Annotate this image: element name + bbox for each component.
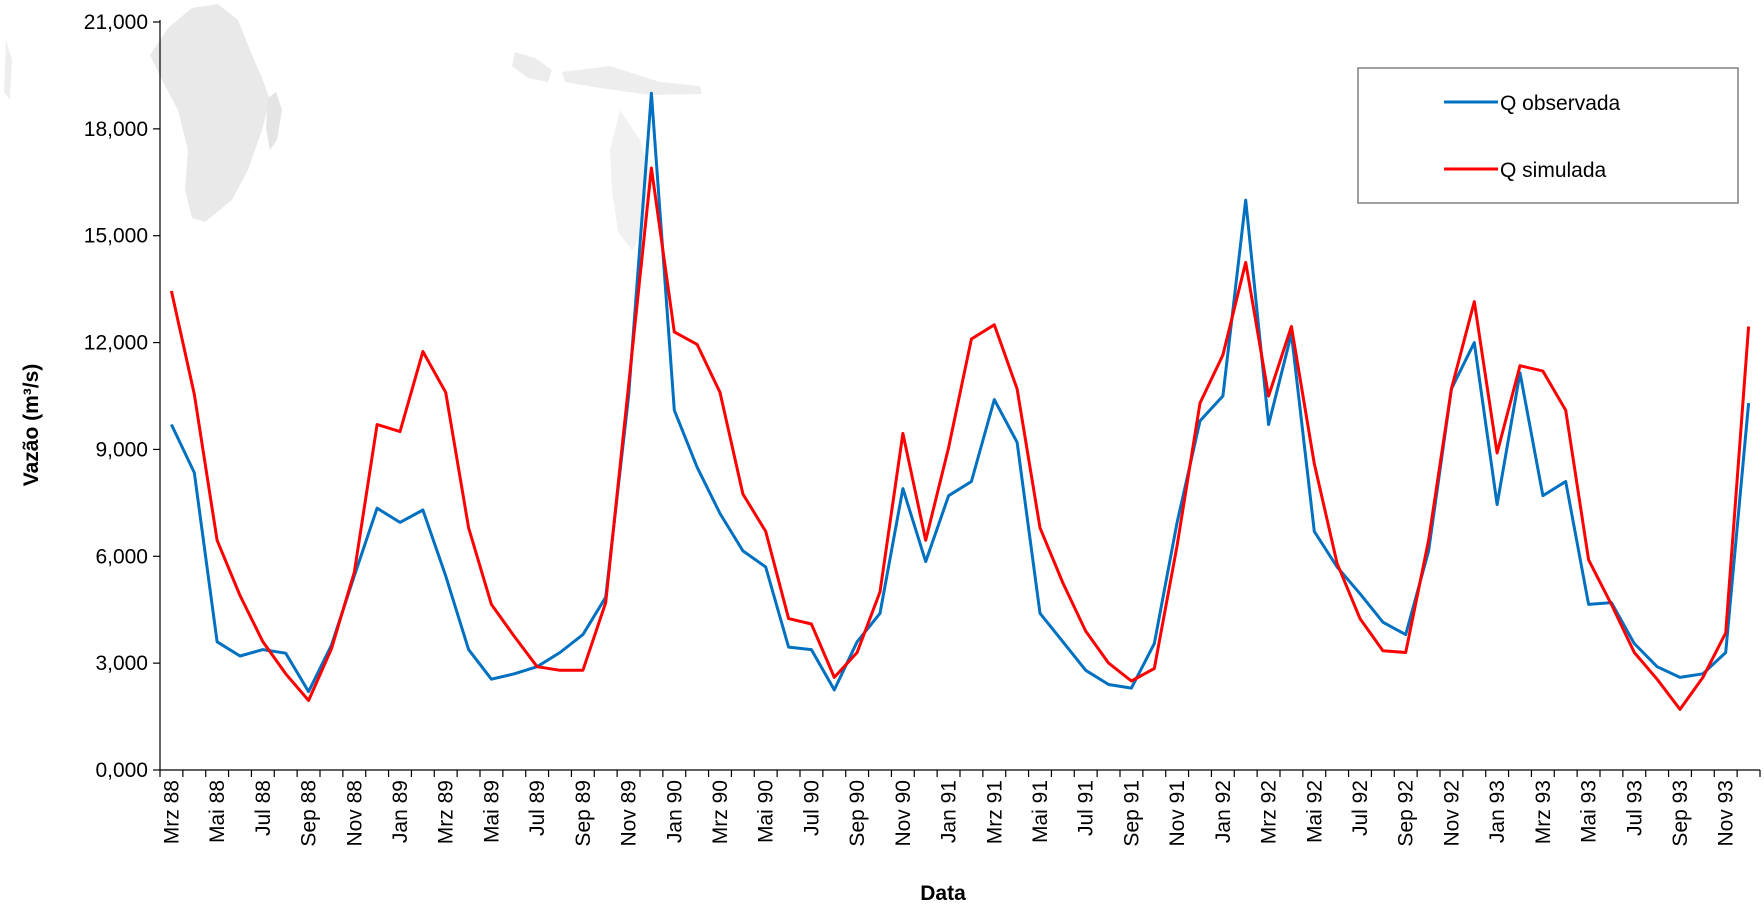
x-tick-label: Mai 89: [480, 780, 503, 843]
series-line-q-simulada: [169, 166, 1751, 711]
x-tick-label: Nov 90: [892, 780, 915, 847]
x-tick-label: Mrz 92: [1258, 780, 1281, 844]
x-tick-label: Sep 93: [1669, 780, 1692, 847]
x-tick-label: Nov 93: [1715, 780, 1738, 847]
series-line-q-observada: [170, 91, 1751, 694]
x-tick-label: Mai 88: [206, 780, 229, 843]
x-tick-label: Nov 92: [1440, 780, 1463, 847]
y-tick-label: 0,000: [95, 759, 148, 782]
x-tick-label: Jul 89: [526, 780, 549, 836]
x-tick-label: Mai 91: [1029, 780, 1052, 843]
x-tick-label: Mrz 90: [709, 780, 732, 844]
x-tick-label: Mrz 89: [435, 780, 458, 844]
x-tick-label: Jan 93: [1486, 780, 1509, 843]
x-tick-label: Sep 91: [1120, 780, 1143, 847]
x-tick-label: Nov 89: [618, 780, 641, 847]
legend-label-q-observada: Q observada: [1500, 92, 1621, 115]
x-tick-label: Mrz 91: [983, 780, 1006, 844]
legend: Q observada Q simulada: [1357, 67, 1739, 204]
y-tick-label: 6,000: [95, 545, 148, 568]
x-tick-label: Mai 92: [1303, 780, 1326, 843]
x-tick-label: Jan 91: [938, 780, 961, 843]
y-tick-label: 18,000: [84, 118, 148, 141]
x-tick-label: Sep 90: [846, 780, 869, 847]
x-tick-label: Jul 92: [1349, 780, 1372, 836]
x-tick-label: Jan 90: [663, 780, 686, 843]
x-tick-label: Jul 91: [1075, 780, 1098, 836]
y-tick-label: 3,000: [95, 652, 148, 675]
y-tick-label: 9,000: [95, 438, 148, 461]
x-tick-label: Sep 88: [298, 780, 321, 847]
x-axis-ticks: Mrz 88 Mai 88 Jul 88 Sep 88 Nov 88 Jan 89 Mrz …: [159, 770, 1761, 847]
x-tick-label: Jan 92: [1212, 780, 1235, 843]
x-tick-label: Nov 88: [343, 780, 366, 847]
x-tick-label: Jan 89: [389, 780, 412, 843]
y-tick-label: 15,000: [84, 225, 148, 248]
series-lines: [169, 91, 1751, 711]
x-tick-label: Sep 92: [1395, 780, 1418, 847]
y-tick-label: 12,000: [84, 332, 148, 355]
x-axis-title: Data: [920, 882, 966, 905]
legend-box: [1357, 67, 1739, 204]
y-tick-label: 21,000: [84, 11, 148, 34]
x-tick-label: Mai 90: [755, 780, 778, 843]
y-axis-title: Vazão (m³/s): [20, 364, 43, 487]
y-axis-ticks: 0,000 3,000 6,000 9,000 12,000 15,000 18,000 21…: [84, 11, 160, 782]
legend-label-q-simulada: Q simulada: [1500, 159, 1607, 182]
x-tick-label: Jul 93: [1623, 780, 1646, 836]
x-tick-label: Mrz 93: [1532, 780, 1555, 844]
x-tick-label: Jul 90: [800, 780, 823, 836]
x-tick-label: Sep 89: [572, 780, 595, 847]
x-tick-label: Mai 93: [1578, 780, 1601, 843]
x-tick-label: Mrz 88: [160, 780, 183, 844]
x-tick-label: Nov 91: [1166, 780, 1189, 847]
x-tick-label: Jul 88: [252, 780, 275, 836]
